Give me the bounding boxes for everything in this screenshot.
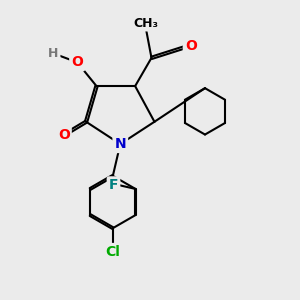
Text: F: F [109, 178, 118, 192]
Text: O: O [185, 39, 197, 53]
Text: H: H [48, 47, 59, 60]
Text: O: O [71, 55, 83, 69]
Text: CH₃: CH₃ [133, 16, 158, 30]
Text: Cl: Cl [105, 245, 120, 259]
Text: O: O [58, 128, 70, 142]
Text: N: N [115, 137, 126, 151]
